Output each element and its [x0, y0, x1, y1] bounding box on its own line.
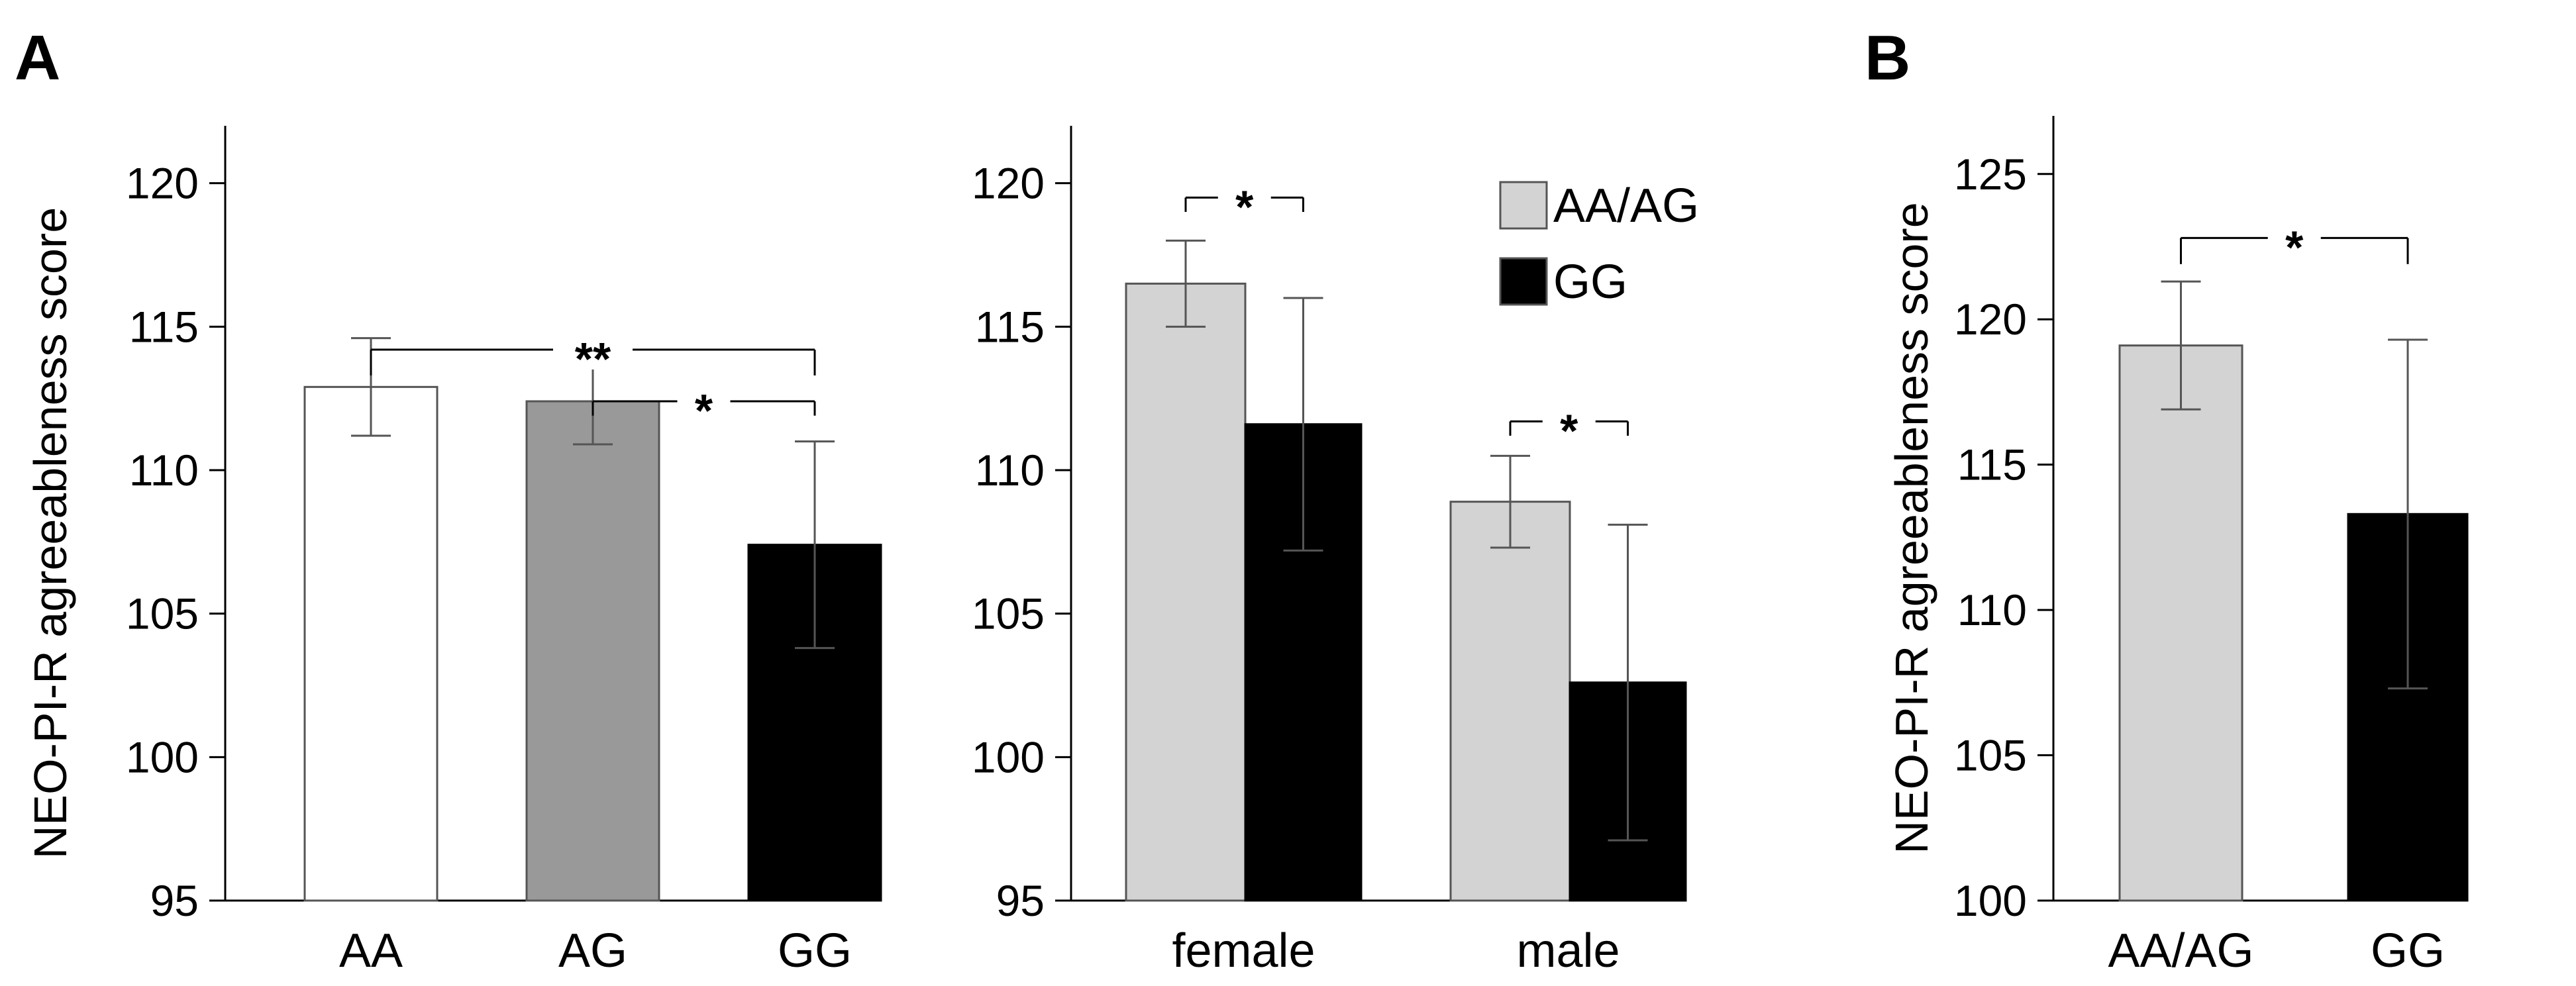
x-tick-label: female: [1172, 924, 1315, 977]
significance-gap: [1542, 401, 1596, 442]
y-tick-label: 95: [150, 876, 199, 925]
y-tick-label: 110: [129, 446, 199, 495]
y-tick-label: 105: [972, 589, 1045, 638]
y-tick-label: 125: [1954, 150, 2027, 199]
y-axis-label: NEO-PI-R agreeableness score: [25, 207, 76, 859]
significance-label: *: [1235, 181, 1254, 232]
y-tick-label: 110: [1957, 585, 2027, 634]
x-tick-label: AG: [558, 924, 627, 977]
bar: [525, 400, 660, 902]
x-tick-label: AA: [339, 924, 403, 977]
significance-label: *: [695, 385, 713, 436]
significance-gap: [553, 330, 633, 370]
bar: [2118, 344, 2243, 902]
panel-letter-b: B: [1865, 23, 1910, 93]
x-tick-label: AA/AG: [2108, 924, 2253, 977]
significance-label: *: [2285, 221, 2304, 273]
significance-gap: [1217, 177, 1271, 218]
y-tick-label: 100: [972, 732, 1045, 781]
y-tick-label: 115: [129, 302, 199, 351]
significance-label: **: [575, 333, 611, 385]
y-tick-label: 100: [1954, 876, 2027, 925]
legend-label: GG: [1553, 256, 1627, 309]
x-tick-label: GG: [778, 924, 852, 977]
y-tick-label: 115: [975, 302, 1045, 351]
y-tick-label: 120: [972, 159, 1045, 208]
y-axis-label: NEO-PI-R agreeableness score: [1886, 202, 1937, 854]
y-tick-label: 115: [1957, 440, 2027, 489]
y-tick-label: 100: [126, 732, 199, 781]
significance-gap: [677, 381, 731, 421]
legend-swatch: [1499, 181, 1548, 230]
y-tick-label: 120: [1954, 295, 2027, 344]
panel-letter-a: A: [15, 23, 60, 93]
y-tick-label: 105: [126, 589, 199, 638]
y-tick-label: 95: [996, 876, 1045, 925]
bar: [1449, 501, 1571, 902]
y-tick-label: 120: [126, 159, 199, 208]
legend-label: AA/AG: [1553, 179, 1699, 232]
y-tick-label: 105: [1954, 731, 2027, 780]
bar: [303, 385, 438, 902]
significance-label: *: [1560, 405, 1578, 456]
chart-genotype: 95 100 105 110 115 120 NEO-PI-R agreeableness …: [25, 126, 882, 977]
chart-sex-by-genotype: 95 100 105 110 115 120 female male * * AA/AG GG: [972, 126, 1699, 977]
x-tick-label: male: [1516, 924, 1620, 977]
y-tick-label: 110: [975, 446, 1045, 495]
x-tick-label: GG: [2371, 924, 2445, 977]
bar: [1125, 282, 1247, 902]
legend-swatch: [1499, 257, 1548, 306]
significance-gap: [2267, 218, 2321, 258]
chart-carrier-groups: 100 105 110 115 120 125 NEO-PI-R agreeableness…: [1886, 116, 2469, 977]
